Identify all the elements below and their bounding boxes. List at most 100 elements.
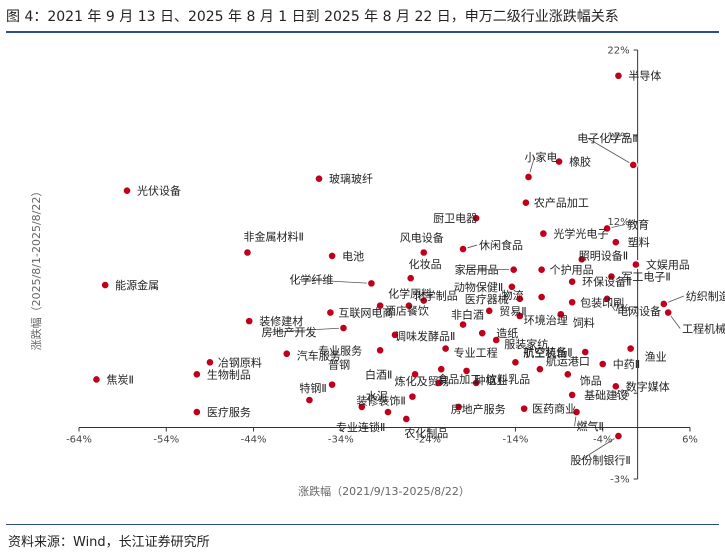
- footer-rule: [6, 524, 719, 525]
- point-label: 化学制品: [414, 289, 458, 303]
- point-label: 燃气Ⅱ: [577, 419, 604, 433]
- leader-line: [299, 278, 372, 284]
- point-label: 汽车服务: [297, 349, 341, 363]
- point-label: 医疗器械: [465, 292, 509, 306]
- data-point: [521, 198, 531, 208]
- y-axis-label: 涨跌幅（2025/8/1-2025/8/22）: [29, 186, 43, 351]
- y-tick-label: -3%: [610, 475, 629, 486]
- data-point: [192, 407, 202, 417]
- point-label: 焦炭Ⅱ: [106, 373, 133, 386]
- point-label: 渔业: [645, 351, 667, 364]
- point-label: 房地产开发: [261, 325, 316, 339]
- data-point: [613, 71, 624, 81]
- point-label: 农产品加工: [534, 196, 589, 210]
- data-point: [571, 407, 582, 417]
- data-point: [510, 357, 521, 368]
- point-label: 服装家纺: [504, 337, 548, 351]
- point-label: 专业工程: [454, 346, 498, 360]
- data-point: [419, 295, 429, 306]
- data-point: [407, 391, 418, 402]
- data-point: [611, 381, 621, 392]
- chart-points: [91, 71, 673, 441]
- point-label: 玻璃玻纤: [329, 172, 373, 186]
- data-point: [507, 282, 517, 292]
- point-label: 厨卫电器: [433, 212, 477, 225]
- data-point: [663, 307, 673, 318]
- data-point: [338, 323, 349, 333]
- point-label: 个护用品: [550, 263, 594, 277]
- point-label: 电池: [342, 250, 364, 263]
- data-point: [419, 247, 429, 258]
- data-point: [304, 395, 315, 405]
- data-point: [598, 359, 608, 369]
- source-note: 资料来源：Wind，长江证券研究所: [8, 535, 210, 550]
- data-point: [458, 319, 468, 330]
- data-point: [580, 347, 590, 357]
- point-label: 航空装备Ⅱ: [523, 345, 572, 359]
- y-tick-label: 22%: [607, 46, 629, 57]
- data-point: [536, 264, 547, 275]
- data-point: [390, 330, 400, 340]
- point-label: 文娱用品: [646, 258, 690, 272]
- data-point: [375, 300, 385, 311]
- point-label: 数字媒体: [626, 379, 670, 393]
- point-label: 化学纤维: [289, 272, 333, 286]
- point-label: 橡胶: [569, 155, 591, 169]
- point-label: 航运港口: [546, 354, 590, 368]
- data-point: [556, 309, 566, 319]
- data-point: [410, 369, 420, 380]
- point-label: 饰品: [580, 373, 602, 387]
- point-label: 环境治理: [524, 313, 568, 327]
- data-point: [536, 292, 547, 302]
- data-point: [523, 172, 534, 182]
- data-point: [440, 343, 451, 354]
- point-label: 造纸: [496, 326, 518, 340]
- x-tick-label: -54%: [153, 435, 179, 446]
- data-point: [375, 345, 385, 355]
- point-label: 塑料: [628, 235, 650, 249]
- point-label: 种植业: [475, 373, 508, 387]
- point-label: 普钢: [328, 358, 350, 372]
- point-label: 化妆品: [409, 257, 442, 271]
- point-label: 光伏设备: [137, 184, 181, 198]
- data-point: [325, 307, 336, 318]
- data-point: [471, 378, 481, 388]
- point-label: 特钢Ⅱ: [299, 381, 326, 395]
- point-label: 农化制品: [404, 426, 448, 440]
- point-label: 酒店餐饮: [385, 304, 429, 318]
- point-label: 风电设备: [400, 230, 444, 244]
- data-point: [611, 237, 621, 247]
- data-point: [471, 213, 481, 223]
- data-point: [205, 357, 215, 368]
- point-label: 包装印刷: [580, 296, 624, 309]
- data-point: [515, 311, 525, 321]
- point-label: 休闲食品: [479, 238, 523, 252]
- point-label: 电网设备: [617, 304, 661, 318]
- data-point: [401, 414, 412, 424]
- point-label: 饲料: [573, 315, 595, 329]
- x-tick-label: -34%: [328, 435, 354, 446]
- data-point: [458, 244, 468, 254]
- point-label: 纺织制造: [686, 289, 725, 303]
- point-label: 光学光电子: [553, 227, 608, 241]
- data-point: [515, 294, 525, 304]
- title-rule: [6, 31, 719, 33]
- data-point: [519, 403, 529, 414]
- data-point: [567, 390, 577, 400]
- point-label: 炼化及贸易: [395, 374, 450, 388]
- point-label: 能源金属: [115, 278, 159, 292]
- point-label: 航空机场: [523, 345, 567, 359]
- x-tick-label: 6%: [682, 435, 698, 446]
- scatter-chart: -64% -54% -44% -34% -24% -14% -4% 6% -3% 2% 7% 12% 1…: [29, 46, 725, 499]
- data-point: [100, 280, 110, 290]
- point-label: 物流: [502, 288, 524, 302]
- data-point: [625, 343, 636, 354]
- point-label: 食品加工: [437, 372, 481, 386]
- point-label: 非金属材料Ⅱ: [243, 229, 303, 243]
- point-label: 工程机械: [682, 322, 725, 336]
- point-label: 饮料乳品: [486, 372, 530, 386]
- data-point: [659, 299, 669, 309]
- data-point: [538, 228, 549, 239]
- point-label: 半导体: [628, 69, 661, 83]
